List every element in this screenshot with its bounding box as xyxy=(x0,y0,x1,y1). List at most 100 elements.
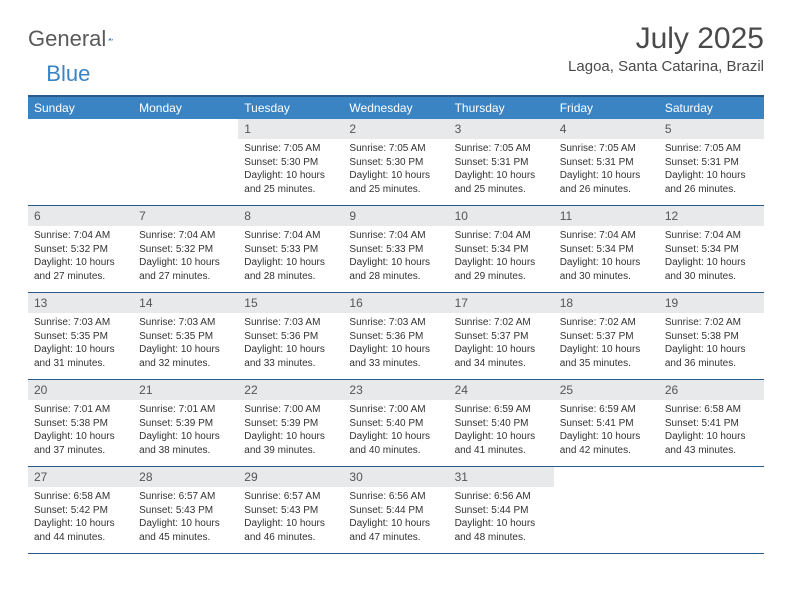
location-subtitle: Lagoa, Santa Catarina, Brazil xyxy=(568,58,764,75)
sunset-text: Sunset: 5:32 PM xyxy=(139,243,232,257)
daylight-text: Daylight: 10 hours and 30 minutes. xyxy=(665,256,758,283)
sunrise-text: Sunrise: 7:05 AM xyxy=(455,142,548,156)
daylight-text: Daylight: 10 hours and 44 minutes. xyxy=(34,517,127,544)
day-cell: 3Sunrise: 7:05 AMSunset: 5:31 PMDaylight… xyxy=(449,119,554,205)
logo: General xyxy=(28,26,136,52)
day-number: 20 xyxy=(28,380,133,400)
daylight-text: Daylight: 10 hours and 27 minutes. xyxy=(34,256,127,283)
day-number: 9 xyxy=(343,206,448,226)
day-content: Sunrise: 7:05 AMSunset: 5:30 PMDaylight:… xyxy=(343,139,448,202)
sunset-text: Sunset: 5:34 PM xyxy=(665,243,758,257)
day-number: 31 xyxy=(449,467,554,487)
day-content: Sunrise: 7:04 AMSunset: 5:32 PMDaylight:… xyxy=(133,226,238,289)
sunrise-text: Sunrise: 7:03 AM xyxy=(244,316,337,330)
sunset-text: Sunset: 5:39 PM xyxy=(139,417,232,431)
day-cell xyxy=(133,119,238,205)
day-cell: 20Sunrise: 7:01 AMSunset: 5:38 PMDayligh… xyxy=(28,380,133,466)
day-number: 29 xyxy=(238,467,343,487)
sunrise-text: Sunrise: 7:04 AM xyxy=(34,229,127,243)
day-content: Sunrise: 7:03 AMSunset: 5:36 PMDaylight:… xyxy=(238,313,343,376)
day-cell: 30Sunrise: 6:56 AMSunset: 5:44 PMDayligh… xyxy=(343,467,448,553)
logo-flag-icon xyxy=(108,30,113,48)
day-content: Sunrise: 6:58 AMSunset: 5:42 PMDaylight:… xyxy=(28,487,133,550)
day-cell: 21Sunrise: 7:01 AMSunset: 5:39 PMDayligh… xyxy=(133,380,238,466)
sunrise-text: Sunrise: 6:59 AM xyxy=(455,403,548,417)
week-row: 6Sunrise: 7:04 AMSunset: 5:32 PMDaylight… xyxy=(28,206,764,293)
sunrise-text: Sunrise: 7:04 AM xyxy=(349,229,442,243)
sunset-text: Sunset: 5:40 PM xyxy=(349,417,442,431)
day-number: 26 xyxy=(659,380,764,400)
day-cell: 11Sunrise: 7:04 AMSunset: 5:34 PMDayligh… xyxy=(554,206,659,292)
day-number xyxy=(659,467,764,471)
day-cell: 25Sunrise: 6:59 AMSunset: 5:41 PMDayligh… xyxy=(554,380,659,466)
sunset-text: Sunset: 5:32 PM xyxy=(34,243,127,257)
day-cell xyxy=(659,467,764,553)
sunrise-text: Sunrise: 7:03 AM xyxy=(139,316,232,330)
sunset-text: Sunset: 5:44 PM xyxy=(455,504,548,518)
day-cell: 2Sunrise: 7:05 AMSunset: 5:30 PMDaylight… xyxy=(343,119,448,205)
daylight-text: Daylight: 10 hours and 45 minutes. xyxy=(139,517,232,544)
week-row: 20Sunrise: 7:01 AMSunset: 5:38 PMDayligh… xyxy=(28,380,764,467)
sunrise-text: Sunrise: 7:04 AM xyxy=(244,229,337,243)
daylight-text: Daylight: 10 hours and 31 minutes. xyxy=(34,343,127,370)
logo-text-2: Blue xyxy=(46,61,90,87)
day-content: Sunrise: 7:01 AMSunset: 5:39 PMDaylight:… xyxy=(133,400,238,463)
sunset-text: Sunset: 5:34 PM xyxy=(455,243,548,257)
day-content: Sunrise: 7:02 AMSunset: 5:37 PMDaylight:… xyxy=(449,313,554,376)
day-content: Sunrise: 7:04 AMSunset: 5:33 PMDaylight:… xyxy=(238,226,343,289)
sunrise-text: Sunrise: 7:01 AM xyxy=(139,403,232,417)
sunrise-text: Sunrise: 7:05 AM xyxy=(665,142,758,156)
sunrise-text: Sunrise: 6:57 AM xyxy=(139,490,232,504)
day-content: Sunrise: 7:05 AMSunset: 5:30 PMDaylight:… xyxy=(238,139,343,202)
sunrise-text: Sunrise: 7:04 AM xyxy=(139,229,232,243)
day-cell: 14Sunrise: 7:03 AMSunset: 5:35 PMDayligh… xyxy=(133,293,238,379)
sunrise-text: Sunrise: 7:02 AM xyxy=(560,316,653,330)
day-cell: 9Sunrise: 7:04 AMSunset: 5:33 PMDaylight… xyxy=(343,206,448,292)
day-number: 16 xyxy=(343,293,448,313)
day-number: 11 xyxy=(554,206,659,226)
daylight-text: Daylight: 10 hours and 25 minutes. xyxy=(455,169,548,196)
week-row: 27Sunrise: 6:58 AMSunset: 5:42 PMDayligh… xyxy=(28,467,764,554)
day-content: Sunrise: 6:59 AMSunset: 5:41 PMDaylight:… xyxy=(554,400,659,463)
sunrise-text: Sunrise: 6:58 AM xyxy=(34,490,127,504)
sunrise-text: Sunrise: 7:04 AM xyxy=(560,229,653,243)
sunrise-text: Sunrise: 6:57 AM xyxy=(244,490,337,504)
day-cell xyxy=(554,467,659,553)
day-cell: 7Sunrise: 7:04 AMSunset: 5:32 PMDaylight… xyxy=(133,206,238,292)
daylight-text: Daylight: 10 hours and 27 minutes. xyxy=(139,256,232,283)
day-content: Sunrise: 7:03 AMSunset: 5:35 PMDaylight:… xyxy=(28,313,133,376)
calendar-page: General July 2025 Lagoa, Santa Catarina,… xyxy=(0,0,792,554)
day-content: Sunrise: 6:59 AMSunset: 5:40 PMDaylight:… xyxy=(449,400,554,463)
weekday-sun: Sunday xyxy=(28,97,133,119)
sunrise-text: Sunrise: 7:01 AM xyxy=(34,403,127,417)
sunset-text: Sunset: 5:31 PM xyxy=(665,156,758,170)
sunset-text: Sunset: 5:44 PM xyxy=(349,504,442,518)
day-cell: 23Sunrise: 7:00 AMSunset: 5:40 PMDayligh… xyxy=(343,380,448,466)
day-number: 3 xyxy=(449,119,554,139)
daylight-text: Daylight: 10 hours and 25 minutes. xyxy=(349,169,442,196)
daylight-text: Daylight: 10 hours and 35 minutes. xyxy=(560,343,653,370)
weekday-thu: Thursday xyxy=(449,97,554,119)
day-content: Sunrise: 7:04 AMSunset: 5:34 PMDaylight:… xyxy=(449,226,554,289)
daylight-text: Daylight: 10 hours and 33 minutes. xyxy=(349,343,442,370)
day-cell: 1Sunrise: 7:05 AMSunset: 5:30 PMDaylight… xyxy=(238,119,343,205)
weekday-tue: Tuesday xyxy=(238,97,343,119)
sunset-text: Sunset: 5:37 PM xyxy=(455,330,548,344)
day-number: 18 xyxy=(554,293,659,313)
logo-text-1: General xyxy=(28,26,106,52)
day-number xyxy=(554,467,659,471)
weekday-fri: Friday xyxy=(554,97,659,119)
daylight-text: Daylight: 10 hours and 30 minutes. xyxy=(560,256,653,283)
day-number: 8 xyxy=(238,206,343,226)
sunrise-text: Sunrise: 7:05 AM xyxy=(349,142,442,156)
day-number: 24 xyxy=(449,380,554,400)
day-cell: 4Sunrise: 7:05 AMSunset: 5:31 PMDaylight… xyxy=(554,119,659,205)
day-cell: 6Sunrise: 7:04 AMSunset: 5:32 PMDaylight… xyxy=(28,206,133,292)
day-content: Sunrise: 6:57 AMSunset: 5:43 PMDaylight:… xyxy=(238,487,343,550)
week-row: 1Sunrise: 7:05 AMSunset: 5:30 PMDaylight… xyxy=(28,119,764,206)
day-cell: 28Sunrise: 6:57 AMSunset: 5:43 PMDayligh… xyxy=(133,467,238,553)
sunset-text: Sunset: 5:38 PM xyxy=(34,417,127,431)
daylight-text: Daylight: 10 hours and 25 minutes. xyxy=(244,169,337,196)
daylight-text: Daylight: 10 hours and 26 minutes. xyxy=(665,169,758,196)
day-number: 10 xyxy=(449,206,554,226)
